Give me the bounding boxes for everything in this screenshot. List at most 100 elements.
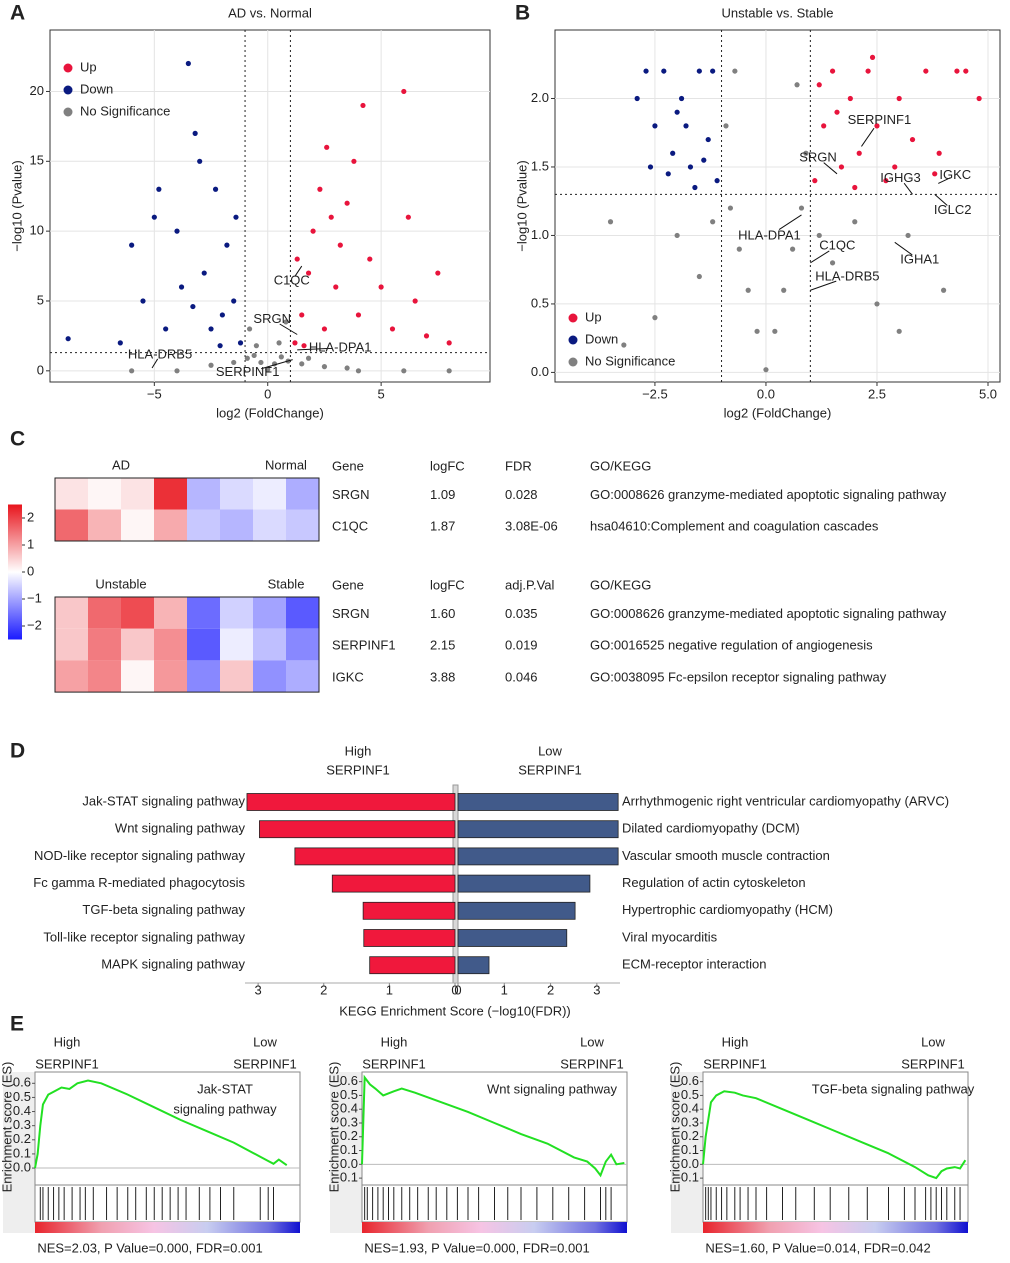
y-tick-label: 0.1 — [340, 1142, 358, 1157]
heat-cell — [121, 509, 154, 541]
table-cell: GO:0008626 granzyme-mediated apoptotic s… — [590, 487, 947, 502]
point — [231, 298, 237, 304]
point — [412, 298, 418, 304]
category-label: MAPK signaling pathway — [101, 957, 245, 972]
heat-cell — [121, 478, 154, 510]
footer: NES=2.03, P Value=0.000, FDR=0.001 — [37, 1240, 262, 1255]
bar — [362, 901, 456, 920]
column-group-label: AD — [112, 457, 130, 472]
table-cell: 0.028 — [505, 487, 538, 502]
y-tick-label: 0.2 — [681, 1128, 699, 1143]
point — [696, 68, 702, 74]
heat-cell — [154, 478, 187, 510]
y-tick-label: 0.0 — [13, 1159, 31, 1174]
bar — [457, 874, 591, 893]
bar — [457, 901, 576, 920]
y-tick-label: 0.0 — [681, 1156, 699, 1171]
heatmap-border — [54, 477, 320, 542]
point — [423, 333, 430, 339]
category-label: Toll-like receptor signaling pathway — [43, 929, 245, 944]
legend-marker — [568, 313, 578, 323]
bar — [457, 929, 568, 947]
x-axis-label: log2 (FoldChange) — [216, 405, 324, 420]
point — [856, 150, 862, 156]
point — [670, 150, 676, 156]
point — [838, 164, 845, 170]
annotation: HLA-DPA1 — [309, 339, 372, 354]
point — [299, 361, 305, 367]
column-group-label: Unstable — [95, 576, 146, 591]
heat-cell — [121, 628, 154, 661]
heat-cell — [220, 597, 253, 629]
y-tick-label: 0.0 — [531, 364, 549, 379]
heat-cell — [154, 628, 187, 661]
point — [963, 68, 969, 74]
annotation-line — [297, 347, 328, 351]
table-header: Gene — [332, 577, 364, 592]
panel-label: C — [10, 428, 25, 451]
category-label: Hypertrophic cardiomyopathy (HCM) — [622, 902, 833, 917]
table-cell: 0.046 — [505, 669, 538, 684]
annotation: SRGN — [253, 311, 291, 326]
annotation-line — [279, 323, 298, 335]
bar — [331, 874, 456, 893]
group-header: Low — [538, 743, 562, 758]
point — [781, 287, 787, 293]
point — [692, 184, 698, 191]
table-cell: GO:0038095 Fc-epsilon receptor signaling… — [590, 669, 887, 684]
point — [874, 123, 880, 129]
point — [321, 326, 328, 332]
legend-label: Up — [585, 309, 602, 324]
category-label: TGF-beta signaling pathway — [82, 902, 245, 917]
y-tick-label: 0.6 — [13, 1075, 31, 1090]
annotation: HLA-DRB5 — [128, 346, 192, 361]
colorbar-tick-label: 0 — [27, 563, 34, 578]
point — [446, 340, 452, 346]
table-header: adj.P.Val — [505, 577, 555, 592]
y-tick-label: 1.5 — [531, 158, 549, 173]
heat-cell — [88, 509, 121, 541]
table-cell: SRGN — [332, 606, 370, 621]
heat-cell — [286, 478, 319, 510]
point — [360, 102, 366, 109]
heat-cell — [187, 478, 220, 510]
y-tick-label: -0.1 — [677, 1170, 699, 1185]
point — [665, 171, 671, 177]
annotation-line — [894, 241, 913, 256]
column-group-label: Normal — [265, 457, 307, 472]
y-tick-label: 0.3 — [681, 1114, 699, 1129]
point — [705, 136, 711, 143]
point — [847, 95, 853, 102]
point — [378, 284, 384, 290]
y-tick-label: 2.0 — [531, 90, 549, 105]
point — [647, 164, 654, 170]
annotation: C1QC — [819, 237, 855, 252]
y-tick-label: 0.2 — [13, 1131, 31, 1146]
point — [727, 205, 734, 211]
annotation-line — [903, 182, 913, 195]
point — [367, 256, 373, 262]
rank-bar — [703, 1222, 968, 1233]
bar — [457, 847, 619, 866]
point — [246, 326, 253, 332]
group-header: High — [381, 1034, 408, 1049]
point — [954, 68, 960, 74]
table-cell: hsa04610:Complement and coagulation casc… — [590, 518, 879, 533]
point — [736, 246, 742, 252]
y-tick-label: 0.5 — [681, 1087, 699, 1102]
y-tick-label: 0.4 — [13, 1103, 31, 1118]
point — [435, 270, 441, 276]
heat-cell — [220, 660, 253, 693]
table-cell: GO:0016525 negative regulation of angiog… — [590, 638, 873, 653]
category-label: Arrhythmogenic right ventricular cardiom… — [622, 793, 949, 808]
point — [231, 359, 237, 366]
y-tick-label: 15 — [30, 153, 44, 168]
point — [701, 157, 707, 163]
group-header: SERPINF1 — [518, 762, 582, 777]
point — [65, 336, 71, 342]
legend-label: Down — [80, 81, 113, 96]
point — [772, 328, 778, 334]
heat-cell — [154, 660, 187, 693]
point — [683, 123, 689, 129]
point — [634, 95, 640, 102]
